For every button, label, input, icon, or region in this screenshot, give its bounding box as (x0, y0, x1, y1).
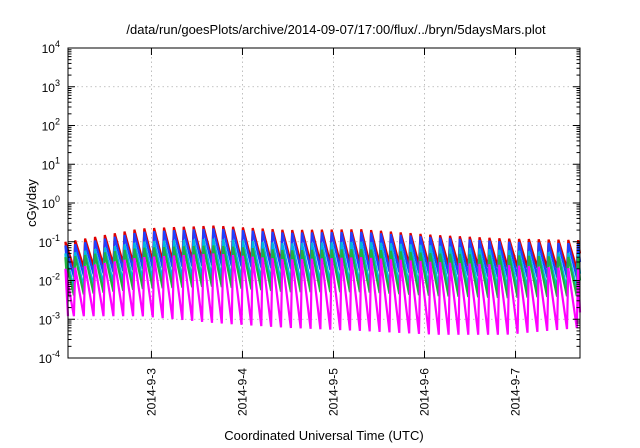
y-tick-label: 10-3 (39, 310, 60, 327)
x-tick-label: 2014-9-7 (509, 368, 523, 416)
y-tick-exponent: -1 (52, 233, 60, 243)
series-group (64, 225, 582, 335)
y-tick-exponent: 4 (55, 39, 60, 49)
y-tick-base: 10 (39, 236, 53, 250)
y-tick-label: 10-4 (39, 349, 60, 366)
x-tick-label: 2014-9-6 (418, 368, 432, 416)
y-tick-label: 103 (42, 78, 60, 95)
x-tick-label: 2014-9-3 (144, 368, 158, 416)
grid (68, 48, 580, 358)
y-tick-base: 10 (39, 352, 53, 366)
y-tick-label: 10-1 (39, 233, 60, 250)
y-tick-label: 10-2 (39, 272, 60, 289)
y-tick-exponent: 2 (55, 117, 60, 127)
x-axis-title: Coordinated Universal Time (UTC) (224, 428, 423, 443)
y-tick-base: 10 (42, 120, 56, 134)
y-tick-label: 102 (42, 117, 60, 134)
y-tick-base: 10 (42, 81, 56, 95)
y-tick-exponent: -2 (52, 272, 60, 282)
y-tick-exponent: 0 (55, 194, 60, 204)
y-tick-exponent: -4 (52, 349, 60, 359)
chart-title: /data/run/goesPlots/archive/2014-09-07/1… (126, 22, 546, 37)
y-tick-base: 10 (42, 197, 56, 211)
y-tick-exponent: 3 (55, 78, 60, 88)
x-axis: 2014-9-3 2014-9-4 2014-9-5 2014-9-6 2014-9-7 (144, 48, 523, 416)
y-tick-base: 10 (39, 275, 53, 289)
y-tick-exponent: -3 (52, 310, 60, 320)
y-tick-label: 104 (42, 39, 60, 56)
y-tick-base: 10 (39, 313, 53, 327)
y-tick-base: 10 (42, 158, 56, 172)
x-tick-label: 2014-9-4 (235, 368, 249, 416)
series-line (64, 253, 582, 335)
y-tick-label: 101 (42, 155, 60, 172)
y-tick-label: 100 (42, 194, 60, 211)
x-tick-label: 2014-9-5 (326, 368, 340, 416)
y-tick-exponent: 1 (55, 155, 60, 165)
y-tick-base: 10 (42, 42, 56, 56)
y-axis-title: cGy/day (24, 179, 39, 227)
